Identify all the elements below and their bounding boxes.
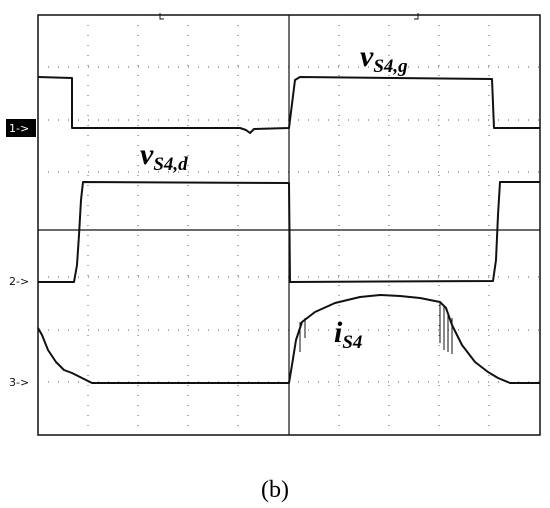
- label-part: v: [140, 138, 154, 171]
- label-part: i: [334, 316, 343, 349]
- label-part: S4,g: [373, 56, 407, 77]
- channel-1-box: [6, 119, 36, 137]
- channel-marker: 3->: [9, 376, 29, 389]
- channel-marker: 2->: [9, 275, 29, 288]
- current-label: iS4: [334, 316, 362, 353]
- current-trace: [37, 294, 540, 384]
- ringing: [299, 303, 453, 354]
- channel-marker: 1->: [9, 122, 29, 135]
- grid-line: [159, 13, 419, 20]
- gate-voltage-trace: [37, 76, 540, 134]
- label-part: S4: [342, 332, 362, 353]
- caption: (b): [261, 477, 289, 503]
- gate-voltage-label: vS4,g: [360, 40, 408, 77]
- label-part: v: [360, 40, 374, 73]
- drain-voltage-trace: [38, 181, 540, 283]
- label-part: S4,d: [153, 154, 188, 175]
- drain-voltage-label: vS4,d: [140, 138, 188, 175]
